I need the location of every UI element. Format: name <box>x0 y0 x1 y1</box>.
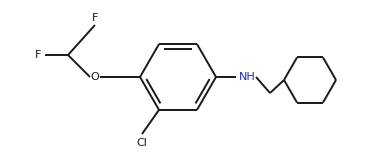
Text: F: F <box>92 13 98 23</box>
Text: F: F <box>35 50 41 60</box>
Text: O: O <box>91 72 99 82</box>
Text: Cl: Cl <box>137 138 147 148</box>
Text: NH: NH <box>239 72 256 82</box>
